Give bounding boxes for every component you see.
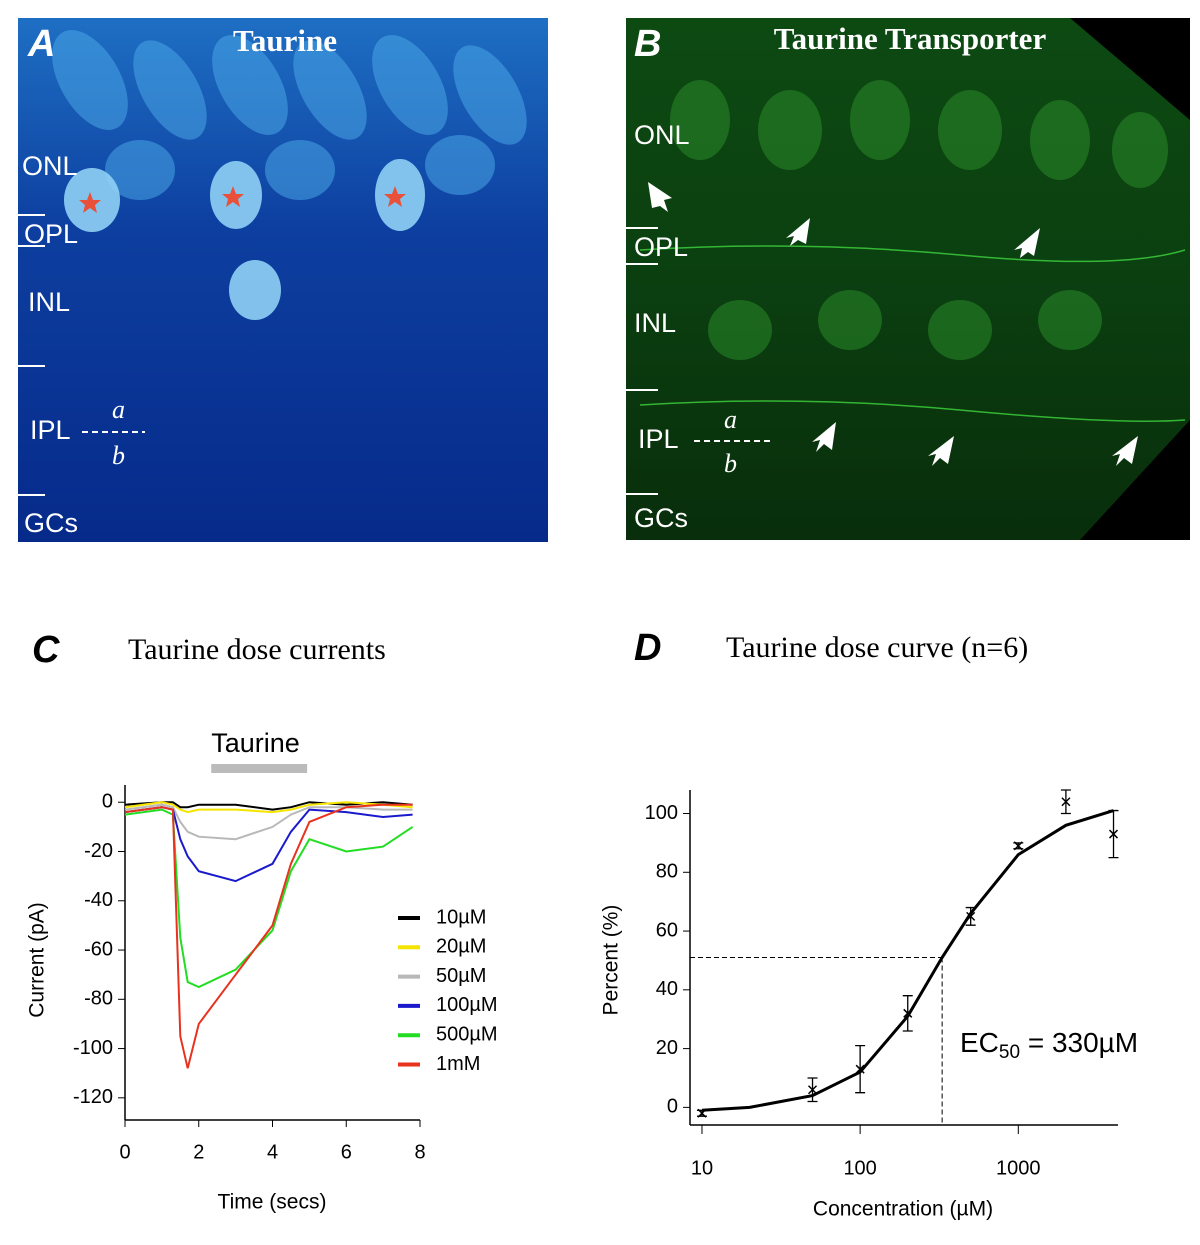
asterisks — [79, 186, 406, 213]
ec50-annotation: EC50 = 330µM — [960, 1027, 1138, 1063]
y-tick-label: -80 — [84, 988, 113, 1010]
y-tick-label: -120 — [73, 1086, 113, 1108]
point — [1061, 797, 1071, 807]
trace — [124, 801, 413, 811]
sublayer-label: b — [112, 441, 125, 470]
stimulus-label: Taurine — [211, 728, 300, 758]
sublayer-label: b — [724, 449, 737, 478]
y-tick-label: 40 — [656, 978, 678, 1000]
y-tick-label: -100 — [73, 1037, 113, 1059]
panel-letter: B — [634, 23, 661, 65]
point — [1013, 841, 1023, 851]
layer-label: IPL — [30, 415, 71, 445]
y-tick-label: 0 — [667, 1096, 678, 1118]
annotation-part: EC — [960, 1027, 999, 1058]
chart-title: Taurine dose currents — [128, 633, 386, 666]
x-tick-label: 0 — [119, 1141, 130, 1163]
panel-a: A Taurine ONL OPL INL IPL GCs a b — [18, 18, 548, 542]
panel-b: B Taurine Transporter ONL OPL INL IPL GC… — [626, 18, 1190, 540]
x-axis-label: Concentration (µM) — [813, 1198, 993, 1221]
legend-label: 20µM — [436, 936, 486, 958]
layer-markers — [18, 214, 145, 496]
y-tick-label: 0 — [102, 791, 113, 813]
annotation-part: = 330µM — [1020, 1027, 1138, 1058]
legend-label: 100µM — [436, 994, 498, 1016]
layer-label: GCs — [634, 503, 688, 533]
layer-label: GCs — [24, 508, 78, 538]
panel-letter: D — [634, 627, 661, 669]
y-tick-label: -60 — [84, 938, 113, 960]
trace — [124, 808, 414, 989]
legend-label: 500µM — [436, 1023, 498, 1045]
stimulus-bar — [211, 764, 308, 773]
layer-label: ONL — [634, 120, 690, 150]
y-axis-label: Percent (%) — [600, 905, 623, 1016]
y-tick-label: 80 — [656, 861, 678, 883]
legend-label: 1mM — [436, 1053, 480, 1075]
y-tick-label: 100 — [645, 802, 678, 824]
point — [966, 911, 976, 921]
x-tick-label: 1000 — [996, 1157, 1041, 1179]
panel-title: Taurine Transporter — [774, 21, 1047, 56]
point — [807, 1085, 818, 1095]
trace — [124, 801, 413, 814]
trace — [124, 806, 413, 883]
point — [903, 1008, 913, 1018]
x-tick-label: 100 — [843, 1157, 876, 1179]
legend-label: 10µM — [436, 906, 486, 928]
layer-label: OPL — [634, 232, 688, 262]
x-tick-label: 6 — [341, 1141, 352, 1163]
cell-bodies — [670, 80, 1168, 360]
y-tick-label: 60 — [656, 919, 678, 941]
fit-curve — [701, 809, 1114, 1112]
y-tick-label: -40 — [84, 889, 113, 911]
cell-bodies — [52, 30, 527, 200]
x-tick-label: 4 — [267, 1141, 278, 1163]
point — [1108, 829, 1119, 839]
layer-markers — [626, 227, 772, 495]
x-tick-label: 8 — [414, 1141, 425, 1163]
layer-label: IPL — [638, 424, 679, 454]
point — [855, 1064, 865, 1074]
panel-letter: C — [32, 629, 60, 671]
y-tick-label: 20 — [656, 1037, 678, 1059]
sublayer-label: a — [112, 395, 125, 424]
legend-label: 50µM — [436, 965, 486, 987]
x-axis-label: Time (secs) — [218, 1191, 327, 1214]
panel-title: Taurine — [233, 23, 337, 58]
y-tick-label: -20 — [84, 840, 113, 862]
panel-letter: A — [27, 23, 55, 65]
layer-label: ONL — [22, 151, 78, 181]
annotation-subscript: 50 — [999, 1042, 1020, 1063]
y-axis-label: Current (pA) — [26, 902, 49, 1018]
x-tick-label: 2 — [193, 1141, 204, 1163]
sublayer-label: a — [724, 405, 737, 434]
point — [697, 1108, 707, 1118]
trace — [124, 803, 413, 1069]
layer-label: OPL — [24, 219, 78, 249]
layer-label: INL — [634, 308, 676, 338]
x-tick-label: 10 — [691, 1157, 713, 1179]
processes — [639, 245, 1186, 422]
arrowheads — [648, 182, 1138, 466]
chart-title: Taurine dose curve (n=6) — [726, 631, 1028, 664]
layer-label: INL — [28, 287, 70, 317]
